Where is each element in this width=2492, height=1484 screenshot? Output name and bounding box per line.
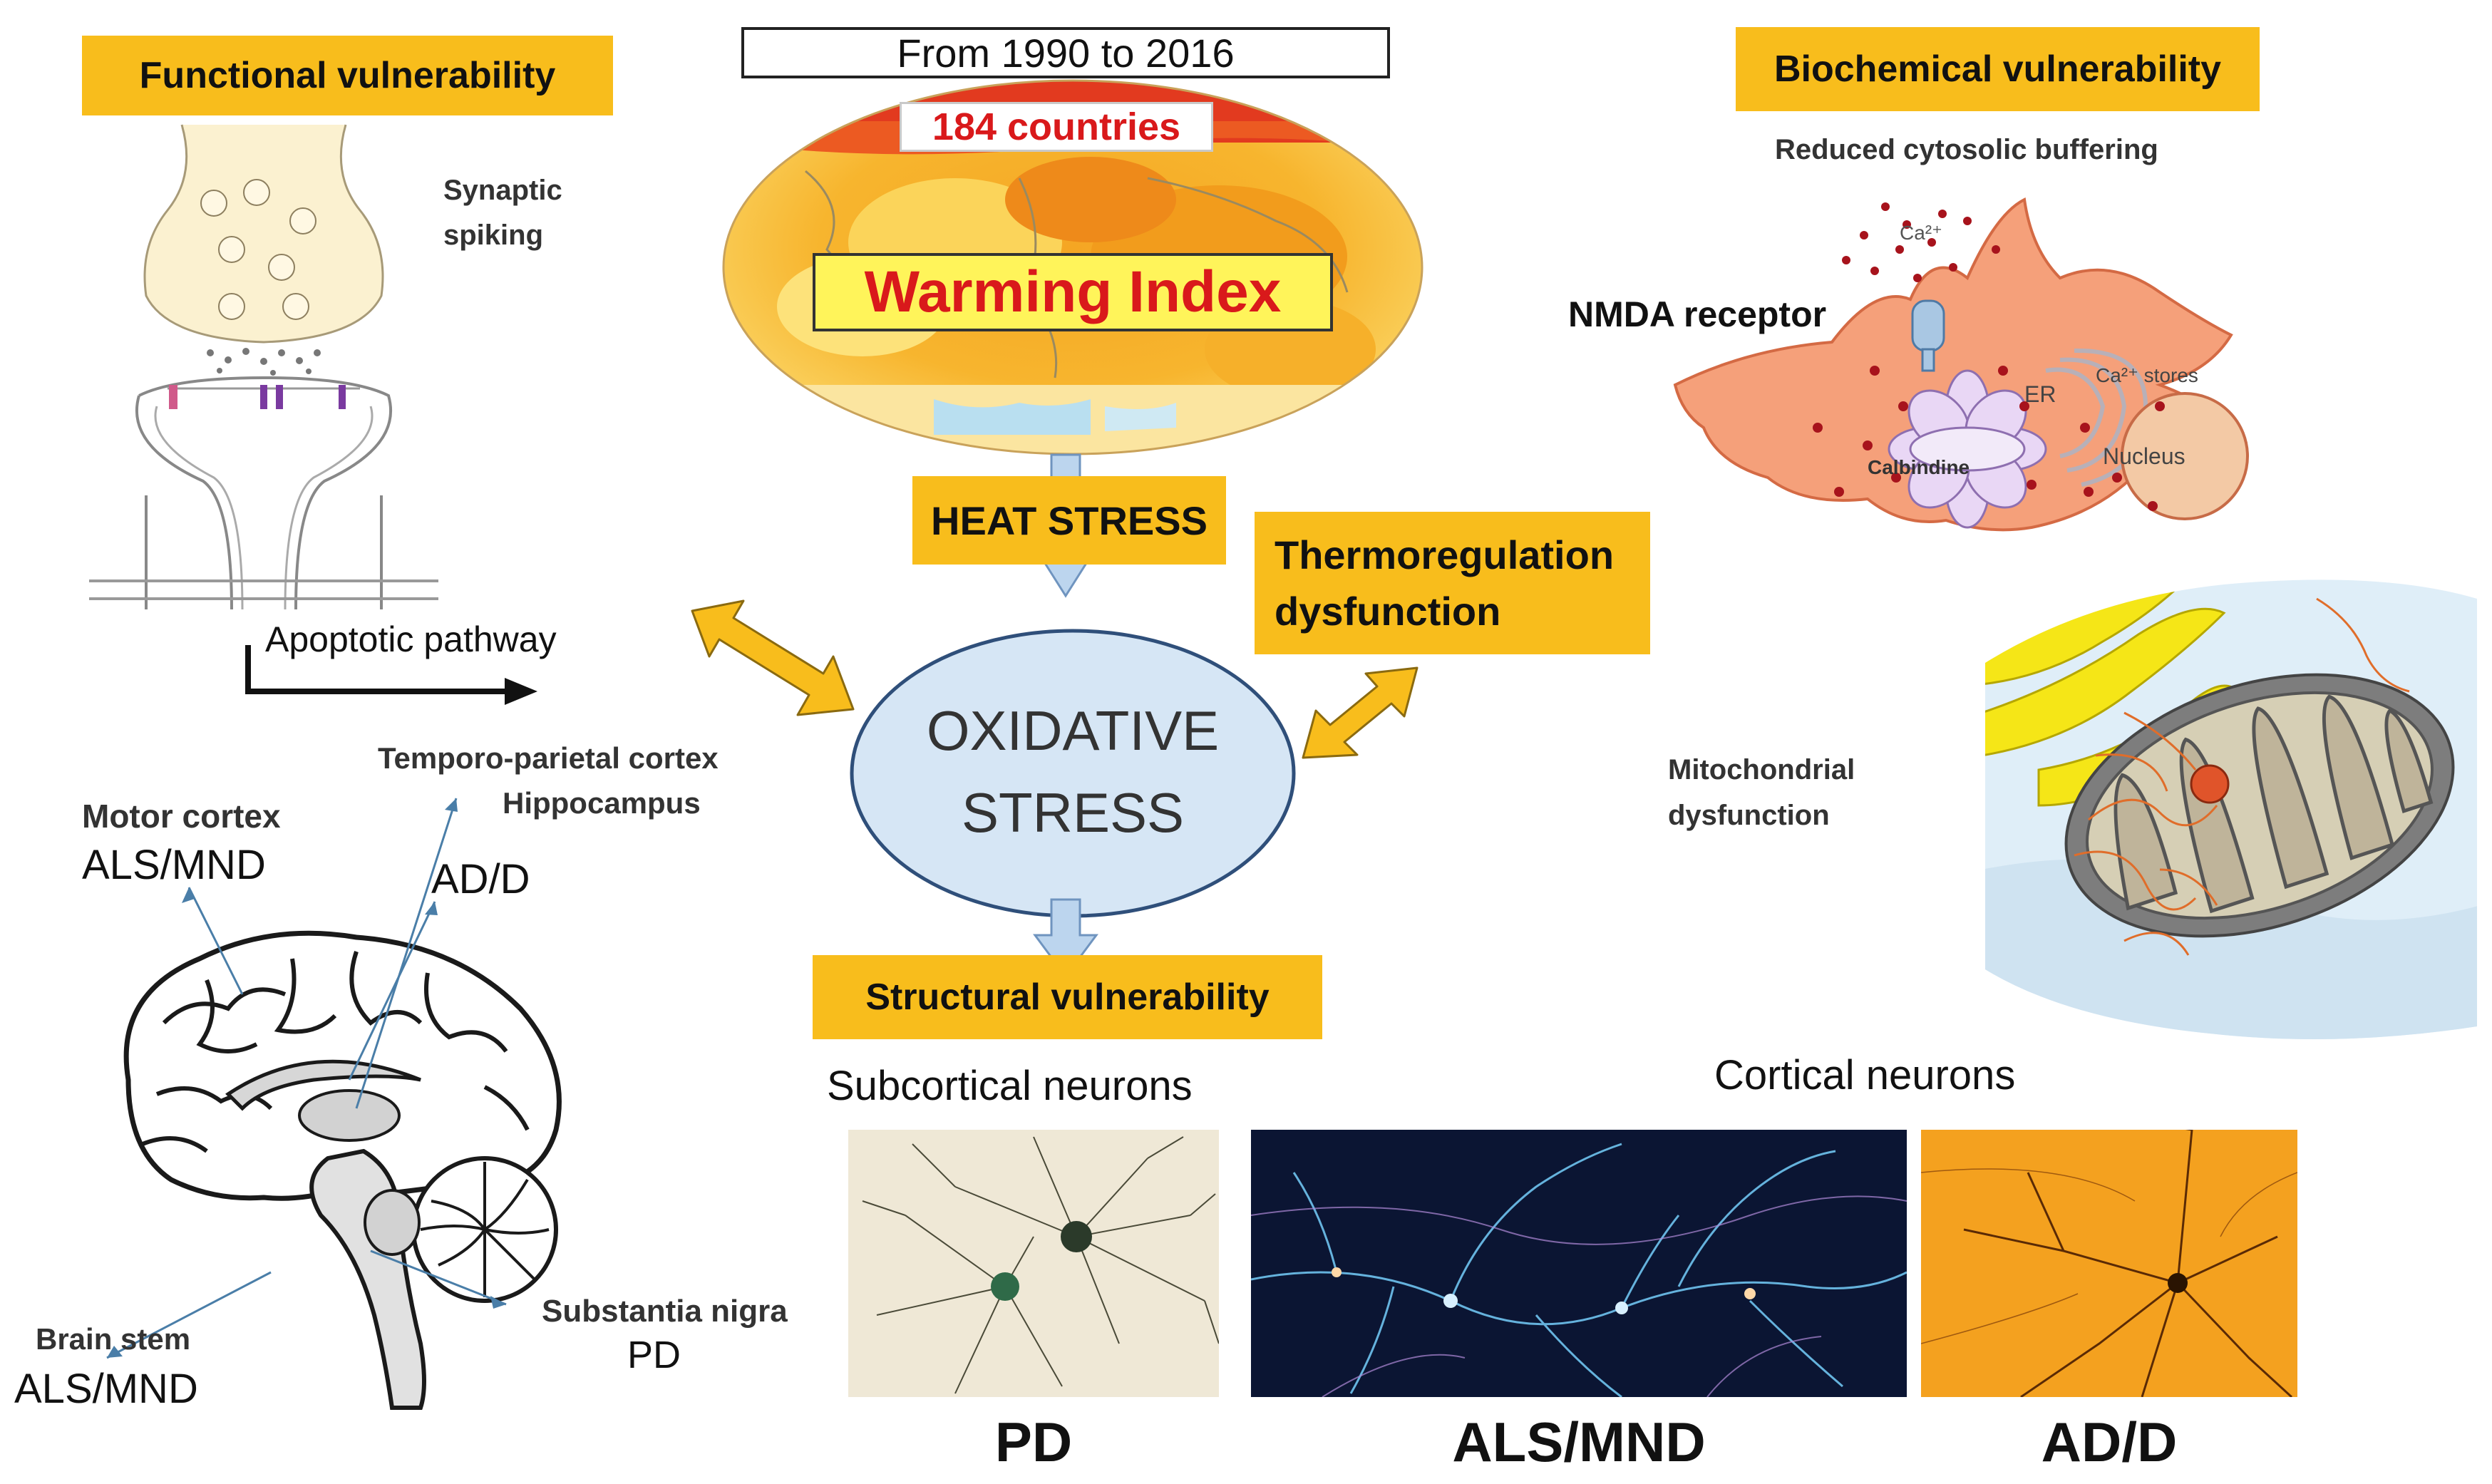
apoptotic-label: Apoptotic pathway: [265, 619, 557, 659]
synaptic-line2: spiking: [443, 220, 544, 251]
thermo-line1: Thermoregulation: [1275, 532, 1615, 577]
countries-text: 184 countries: [932, 105, 1181, 148]
mitochondrial-line1: Mitochondrial: [1668, 754, 1855, 785]
ad-caption: AD/D: [2041, 1411, 2178, 1473]
apoptotic-arrow: [245, 645, 537, 705]
heat-stress-label: HEAT STRESS: [912, 476, 1226, 565]
warming-index-box: Warming Index: [813, 253, 1333, 331]
nucleus-label: Nucleus: [2103, 443, 2185, 469]
stem-disease-label: ALS/MND: [14, 1366, 198, 1412]
warming-index-text: Warming Index: [864, 259, 1282, 324]
period-box: From 1990 to 2016: [741, 27, 1390, 78]
period-text: From 1990 to 2016: [897, 30, 1235, 76]
synaptic-line1: Synaptic: [443, 175, 562, 206]
countries-box: 184 countries: [900, 102, 1213, 152]
cortical-neurons-label: Cortical neurons: [1714, 1052, 2016, 1098]
hippocampus-label: Hippocampus: [503, 786, 701, 820]
ca-ion-label: Ca²⁺: [1900, 222, 1942, 244]
left-double-arrow: [691, 599, 855, 716]
mitochondrial-line2: dysfunction: [1668, 800, 1830, 831]
als-caption: ALS/MND: [1452, 1411, 1706, 1473]
biochemical-vulnerability-label: Biochemical vulnerability: [1736, 27, 2260, 111]
als-neuron-image: [1251, 1130, 1907, 1397]
cytosolic-buffering-label: Reduced cytosolic buffering: [1775, 134, 2158, 165]
substantia-nigra-label: Substantia nigra: [542, 1294, 788, 1329]
ca-stores-label: Ca²⁺ stores: [2096, 364, 2198, 386]
motor-disease-label: ALS/MND: [82, 842, 266, 888]
functional-vulnerability-label: Functional vulnerability: [82, 36, 613, 115]
ad-brain-label: AD/D: [431, 856, 530, 902]
right-double-arrow: [1302, 666, 1419, 759]
brain-illustration: [106, 798, 562, 1410]
calbindine-label: Calbindine: [1868, 456, 1970, 478]
subcortical-neurons-label: Subcortical neurons: [827, 1063, 1193, 1109]
thermoregulation-label: Thermoregulation dysfunction: [1255, 512, 1650, 654]
motor-cortex-label: Motor cortex: [82, 798, 281, 835]
er-label: ER: [2024, 381, 2056, 407]
oxidative-stress-ellipse: [850, 629, 1296, 918]
thermo-line2: dysfunction: [1275, 589, 1501, 634]
brain-stem-label: Brain stem: [36, 1322, 191, 1356]
structural-vulnerability-label: Structural vulnerability: [813, 955, 1322, 1039]
mitochondria-illustration: [1985, 579, 2477, 1040]
nmda-receptor-label: NMDA receptor: [1568, 294, 1827, 334]
pd-caption: PD: [994, 1411, 1073, 1473]
oxidative-line2: STRESS: [961, 781, 1185, 844]
ad-neuron-image: [1921, 1130, 2297, 1397]
pd-neuron-image: [848, 1130, 1219, 1397]
synapse-illustration: [89, 124, 438, 610]
temporo-parietal-label: Temporo-parietal cortex: [378, 741, 719, 775]
oxidative-line1: OXIDATIVE: [926, 699, 1220, 762]
neuron-cell-illustration: [1673, 197, 2249, 532]
substantia-disease-label: PD: [627, 1334, 681, 1376]
